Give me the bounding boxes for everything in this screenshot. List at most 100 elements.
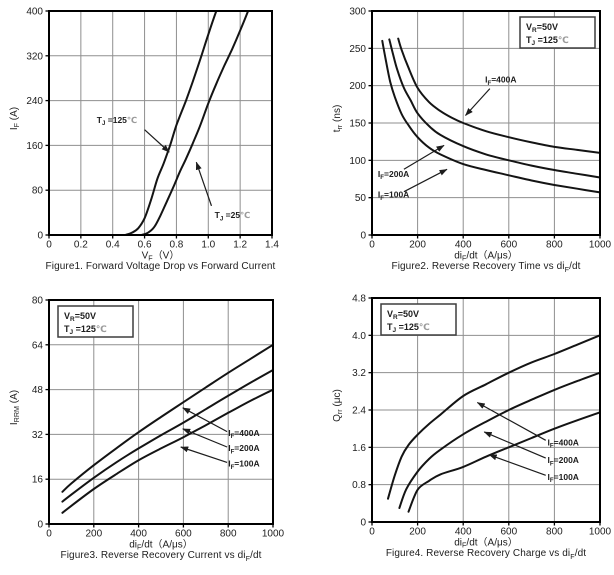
curve-annotation-label: IF=200A <box>548 455 579 467</box>
condition-box-line: TJ =125℃ <box>387 322 430 334</box>
y-tick-label: 100 <box>349 156 366 167</box>
x-axis-label: diF/dt（A/μs） <box>454 250 518 263</box>
x-tick-label: 1000 <box>262 529 285 540</box>
y-tick-label: 400 <box>26 7 43 18</box>
series-curve <box>387 334 601 500</box>
y-tick-label: 80 <box>32 186 44 197</box>
figure3-panel: 0 200 400 600 800 1000 0 16 32 48 64 80 diF/dt（A/μs）… <box>0 287 307 575</box>
x-tick-label: 1.2 <box>233 240 247 251</box>
x-tick-label: 0 <box>46 529 52 540</box>
x-tick-label: 0.4 <box>106 240 120 251</box>
y-tick-label: 3.2 <box>352 368 366 379</box>
x-tick-label: 400 <box>455 240 472 251</box>
y-tick-label: 240 <box>26 96 43 107</box>
figure4-plot: 0 200 400 600 800 1000 0 0.8 1.6 2.4 3.2 4.0 4.8 diF/… <box>332 294 612 550</box>
condition-box-line: VR=50V <box>526 22 558 34</box>
x-tick-label: 800 <box>546 527 563 538</box>
curve-annotation-label: IF=400A <box>548 437 579 449</box>
plot-frame <box>48 299 274 525</box>
x-tick-label: 200 <box>85 529 102 540</box>
y-tick-label: 0.8 <box>352 480 366 491</box>
x-tick-label: 0.8 <box>169 240 183 251</box>
y-tick-label: 0 <box>360 231 366 242</box>
annotation-arrow <box>476 402 547 441</box>
y-tick-label: 64 <box>32 340 44 351</box>
x-tick-label: 0 <box>369 240 375 251</box>
figure4-panel: 0 200 400 600 800 1000 0 0.8 1.6 2.4 3.2 4.0 4.8 diF/… <box>307 287 614 575</box>
curve-annotation-label: IF=100A <box>548 472 579 484</box>
condition-box-line: VR=50V <box>64 311 96 323</box>
y-tick-label: 32 <box>32 430 44 441</box>
condition-box-line: TJ =125℃ <box>64 324 107 336</box>
y-axis-label: trr (ns) <box>332 105 344 133</box>
x-tick-label: 1.4 <box>265 240 279 251</box>
x-tick-label: 400 <box>130 529 147 540</box>
figure2-plot: 0 200 400 600 800 1000 0 50 100 150 200 250 300 diF/d… <box>332 7 612 263</box>
x-tick-label: 400 <box>455 527 472 538</box>
figure1-plot: 0 0.2 0.4 0.6 0.8 1.0 1.2 1.4 0 80 160 240 320 400 VF（… <box>9 7 279 263</box>
figure2-panel: 0 200 400 600 800 1000 0 50 100 150 200 250 300 diF/d… <box>307 0 614 288</box>
annotation-arrow <box>182 428 228 448</box>
curve-annotation-label: IF=200A <box>378 169 409 181</box>
y-axis-label: IRRM (A) <box>9 390 21 425</box>
annotation-arrow <box>180 446 228 463</box>
y-axis-label: IF (A) <box>9 107 21 130</box>
curve-annotation-label: IF=200A <box>228 443 259 455</box>
x-tick-label: 0 <box>369 527 375 538</box>
y-tick-label: 300 <box>349 7 366 18</box>
y-tick-label: 250 <box>349 44 366 55</box>
y-tick-label: 160 <box>26 141 43 152</box>
series-curve <box>61 369 274 503</box>
x-tick-label: 1000 <box>589 240 612 251</box>
annotation-arrow <box>488 454 546 476</box>
figure1-panel: 0 0.2 0.4 0.6 0.8 1.0 1.2 1.4 0 80 160 240 320 400 VF（… <box>0 0 307 288</box>
y-tick-label: 200 <box>349 81 366 92</box>
plot-frame <box>48 10 273 236</box>
curve-annotation-label: IF=400A <box>485 75 516 87</box>
condition-box-line: TJ =125℃ <box>526 35 569 47</box>
y-tick-label: 50 <box>355 193 367 204</box>
figure1-caption: Figure1. Forward Voltage Drop vs Forward… <box>45 261 276 272</box>
x-tick-label: 600 <box>175 529 192 540</box>
y-tick-label: 1.6 <box>352 443 366 454</box>
series-curve <box>388 38 601 179</box>
figure4-caption: Figure4. Reverse Recovery Charge vs diF/… <box>385 548 587 561</box>
figure3-plot: 0 200 400 600 800 1000 0 16 32 48 64 80 diF/dt（A/μs）… <box>9 296 285 552</box>
y-tick-label: 320 <box>26 51 43 62</box>
condition-box-line: VR=50V <box>387 309 419 321</box>
y-axis-label: Qrr (μc) <box>332 389 344 422</box>
x-axis-label: VF（V） <box>142 250 180 263</box>
series-curve <box>397 37 601 154</box>
annotation-arrow <box>403 168 448 193</box>
y-tick-label: 16 <box>32 475 44 486</box>
y-tick-label: 4.8 <box>352 294 366 305</box>
y-tick-label: 0 <box>37 231 43 242</box>
y-tick-label: 80 <box>32 296 44 307</box>
series-curve <box>140 10 250 236</box>
curve-annotation-label: IF=400A <box>228 428 259 440</box>
annotation-arrow <box>144 129 170 153</box>
curve-annotation-label: IF=100A <box>228 459 259 471</box>
x-tick-label: 800 <box>546 240 563 251</box>
figure2-caption: Figure2. Reverse Recovery Time vs diF/dt <box>391 261 581 274</box>
y-tick-label: 2.4 <box>352 406 366 417</box>
series-curve <box>398 371 601 509</box>
annotation-arrow <box>403 144 445 170</box>
annotation-arrow <box>483 431 546 459</box>
x-axis-label: diF/dt（A/μs） <box>454 537 518 550</box>
x-tick-label: 1.0 <box>201 240 215 251</box>
x-tick-label: 600 <box>500 527 517 538</box>
annotation-arrow <box>182 407 228 433</box>
x-tick-label: 200 <box>409 527 426 538</box>
y-tick-label: 4.0 <box>352 331 366 342</box>
series-curve <box>61 343 274 493</box>
x-tick-label: 200 <box>409 240 426 251</box>
x-tick-label: 1000 <box>589 527 612 538</box>
x-tick-label: 0 <box>46 240 52 251</box>
y-tick-label: 0 <box>360 518 366 529</box>
figure3-caption: Figure3. Reverse Recovery Current vs diF… <box>60 550 262 563</box>
series-curve <box>61 388 274 514</box>
series-curve <box>407 411 601 513</box>
x-tick-label: 0.2 <box>74 240 88 251</box>
